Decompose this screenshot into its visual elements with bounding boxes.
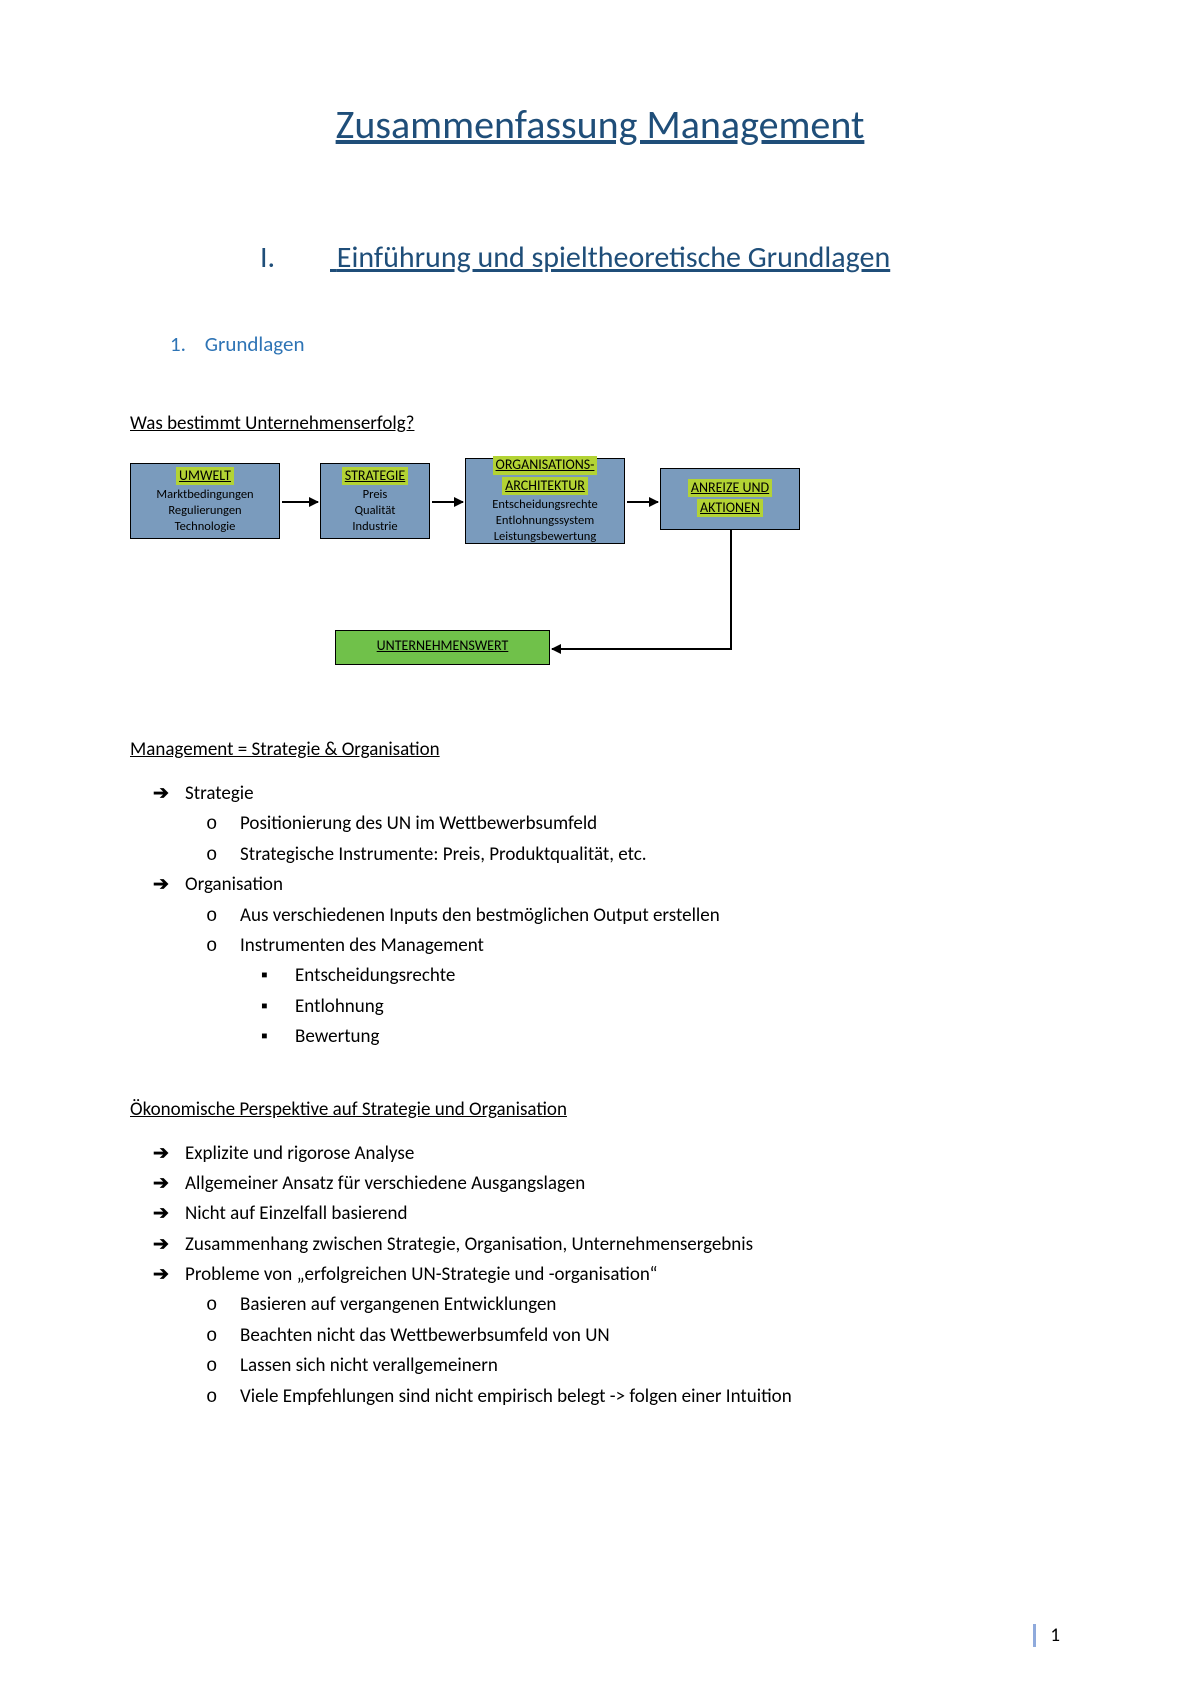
- list-item-text: Aus verschiedenen Inputs den bestmöglich…: [240, 904, 720, 927]
- list-item: Instrumenten des Management Entscheidungs…: [240, 931, 1070, 1053]
- list-item-text: Entscheidungsrechte: [295, 964, 455, 987]
- list-item-text: Nicht auf Einzelfall basierend: [185, 1202, 407, 1225]
- list-2: Strategie Positionierung des UN im Wettbe…: [185, 779, 1070, 1053]
- flow-node-line: Preis: [363, 487, 388, 503]
- list-item: Aus verschiedenen Inputs den bestmöglich…: [240, 901, 1070, 931]
- list-item: Positionierung des UN im Wettbewerbsumfe…: [240, 809, 1070, 839]
- list-item: Entlohnung: [295, 992, 1070, 1022]
- list-item-text: Entlohnung: [295, 995, 384, 1018]
- flow-node-line: Regulierungen: [168, 503, 241, 519]
- list-item-text: Explizite und rigorose Analyse: [185, 1142, 414, 1165]
- arrow-left-icon: [552, 648, 732, 650]
- list-item: Bewertung: [295, 1022, 1070, 1052]
- list-item: Viele Empfehlungen sind nicht empirisch …: [240, 1382, 1070, 1412]
- section-text: Grundlagen: [205, 331, 305, 357]
- list-item: Strategie Positionierung des UN im Wettbe…: [185, 779, 1070, 870]
- list-level-1: Positionierung des UN im Wettbewerbsumfe…: [240, 809, 1070, 870]
- list-item-text: Lassen sich nicht verallgemeinern: [240, 1354, 498, 1377]
- flow-node-line: Entscheidungsrechte: [492, 497, 597, 513]
- list-item-text: Instrumenten des Management: [240, 934, 484, 957]
- flow-node-result: UNTERNEHMENSWERT: [335, 630, 550, 665]
- flowchart: UMWELT MarktbedingungenRegulierungenTechn…: [130, 453, 850, 683]
- flow-node-strategie: STRATEGIE PreisQualitätIndustrie: [320, 463, 430, 539]
- flow-node-title: UNTERNEHMENSWERT: [377, 637, 509, 655]
- list-item: Strategische Instrumente: Preis, Produkt…: [240, 840, 1070, 870]
- flow-node-line: Technologie: [175, 519, 236, 535]
- flow-node-umwelt: UMWELT MarktbedingungenRegulierungenTechn…: [130, 463, 280, 539]
- list-item: Probleme von „erfolgreichen UN-Strategie…: [185, 1260, 1070, 1412]
- chapter-number: I.: [260, 239, 330, 276]
- chapter-text: Einführung und spieltheoretische Grundla…: [337, 239, 890, 276]
- flow-node-title: STRATEGIE: [342, 467, 408, 485]
- list-item: Basieren auf vergangenen Entwicklungen: [240, 1290, 1070, 1320]
- list-item-text: Positionierung des UN im Wettbewerbsumfe…: [240, 812, 597, 835]
- arrow-right-icon: [627, 501, 658, 503]
- flow-node-title: UMWELT: [176, 467, 234, 485]
- list-item-text: Bewertung: [295, 1025, 379, 1048]
- list-item-text: Organisation: [185, 873, 283, 896]
- flow-node-line: Qualität: [355, 503, 396, 519]
- flow-node-line: Entlohnungssystem: [496, 513, 594, 529]
- list-item: Entscheidungsrechte: [295, 961, 1070, 991]
- list-item: Organisation Aus verschiedenen Inputs den…: [185, 870, 1070, 1052]
- subheading-3: Ökonomische Perspektive auf Strategie un…: [130, 1098, 1070, 1121]
- list-item: Allgemeiner Ansatz für verschiedene Ausg…: [185, 1169, 1070, 1199]
- arrow-down-segment: [730, 530, 732, 648]
- list-item-text: Strategie: [185, 782, 254, 805]
- flow-node-title: ORGANISATIONS-: [493, 456, 598, 474]
- arrow-right-icon: [282, 501, 318, 503]
- document-title: Zusammenfassung Management: [130, 100, 1070, 149]
- subheading-2: Management = Strategie & Organisation: [130, 738, 1070, 761]
- list-item-text: Viele Empfehlungen sind nicht empirisch …: [240, 1385, 792, 1408]
- section-heading: 1. Grundlagen: [170, 331, 1070, 357]
- list-item-text: Strategische Instrumente: Preis, Produkt…: [240, 843, 647, 866]
- list-item: Explizite und rigorose Analyse: [185, 1139, 1070, 1169]
- section-number: 1.: [170, 331, 200, 357]
- list-item-text: Probleme von „erfolgreichen UN-Strategie…: [185, 1263, 658, 1286]
- flow-node-line: Leistungsbewertung: [494, 529, 597, 545]
- list-item-text: Beachten nicht das Wettbewerbsumfeld von…: [240, 1324, 610, 1347]
- flow-node-arch: ORGANISATIONS- ARCHITEKTUR Entscheidungsre…: [465, 458, 625, 544]
- list-item-text: Basieren auf vergangenen Entwicklungen: [240, 1293, 556, 1316]
- flow-node-title: AKTIONEN: [697, 499, 763, 517]
- flow-node-line: Marktbedingungen: [156, 487, 253, 503]
- arrow-right-icon: [432, 501, 463, 503]
- subheading-1: Was bestimmt Unternehmenserfolg?: [130, 412, 1070, 435]
- list-level-2: Entscheidungsrechte Entlohnung Bewertung: [295, 961, 1070, 1052]
- chapter-heading: I. Einführung und spieltheoretische Grun…: [260, 239, 1070, 276]
- list-level-1: Aus verschiedenen Inputs den bestmöglich…: [240, 901, 1070, 1053]
- list-item: Lassen sich nicht verallgemeinern: [240, 1351, 1070, 1381]
- page-number: 1: [1033, 1624, 1060, 1647]
- list-3: Explizite und rigorose Analyse Allgemeine…: [185, 1139, 1070, 1413]
- list-item: Beachten nicht das Wettbewerbsumfeld von…: [240, 1321, 1070, 1351]
- flow-node-title: ANREIZE UND: [688, 479, 772, 497]
- flow-node-line: Industrie: [352, 519, 397, 535]
- list-item-text: Allgemeiner Ansatz für verschiedene Ausg…: [185, 1172, 585, 1195]
- flow-node-anreize: ANREIZE UND AKTIONEN: [660, 468, 800, 530]
- list-item-text: Zusammenhang zwischen Strategie, Organis…: [185, 1233, 753, 1256]
- list-level-1: Basieren auf vergangenen Entwicklungen Be…: [240, 1290, 1070, 1412]
- list-item: Nicht auf Einzelfall basierend: [185, 1199, 1070, 1229]
- list-item: Zusammenhang zwischen Strategie, Organis…: [185, 1230, 1070, 1260]
- flow-node-title: ARCHITEKTUR: [502, 477, 588, 495]
